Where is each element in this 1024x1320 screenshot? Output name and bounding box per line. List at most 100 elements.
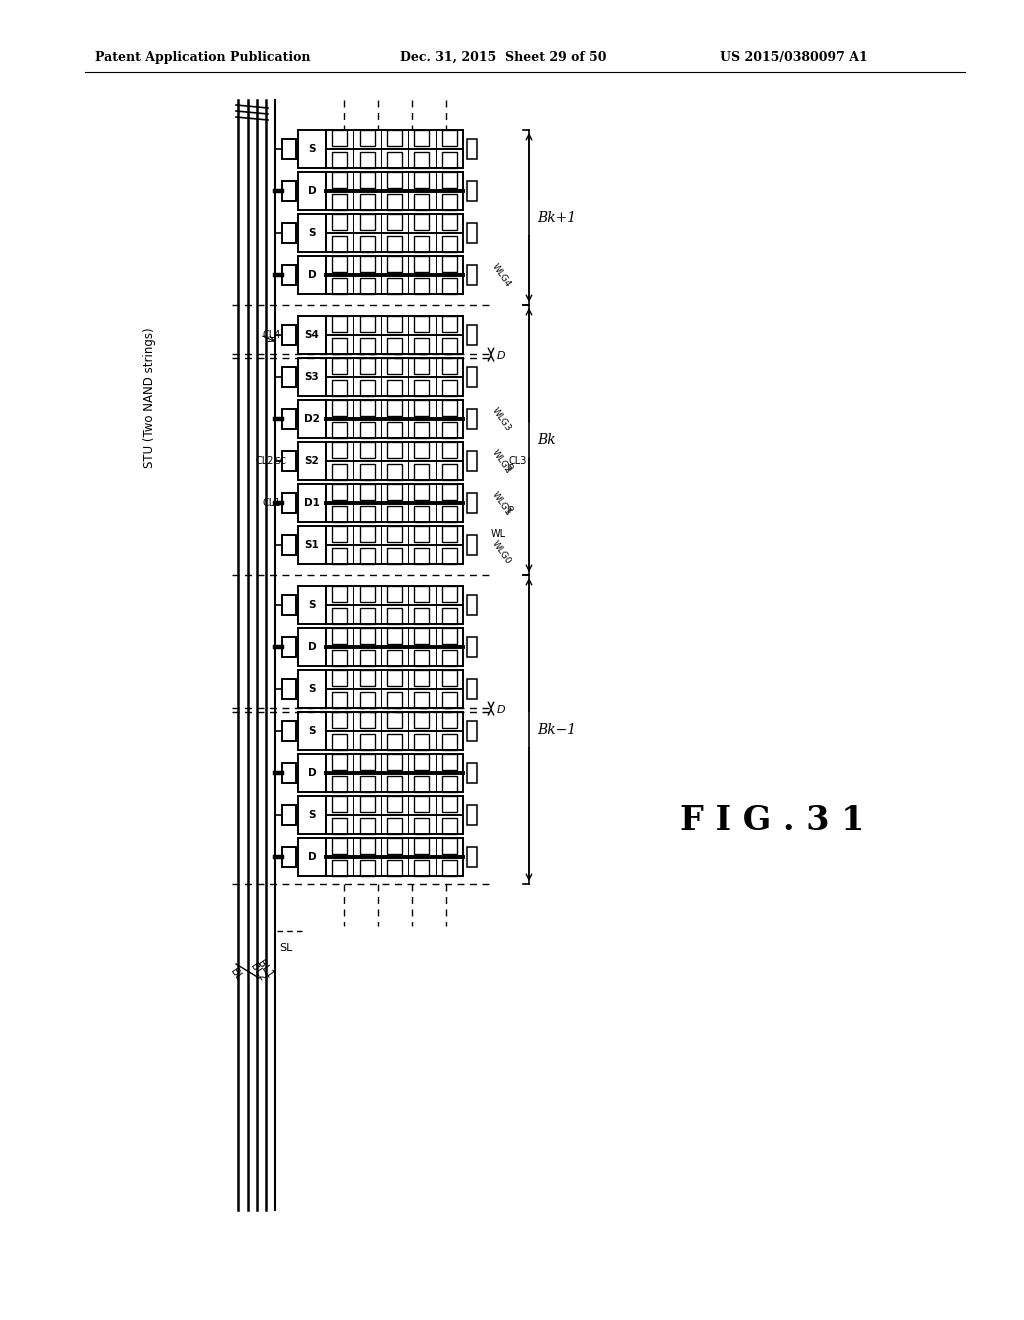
Bar bbox=[332, 507, 347, 521]
Bar bbox=[387, 861, 402, 876]
Text: S: S bbox=[308, 726, 315, 737]
Bar bbox=[387, 442, 402, 458]
Bar bbox=[441, 358, 457, 374]
Text: S: S bbox=[308, 144, 315, 154]
Bar bbox=[387, 214, 402, 230]
Bar bbox=[415, 152, 429, 168]
Bar bbox=[387, 380, 402, 396]
Bar bbox=[359, 507, 375, 521]
Bar bbox=[298, 129, 326, 168]
Bar bbox=[441, 671, 457, 685]
Bar bbox=[298, 711, 326, 750]
Bar bbox=[415, 754, 429, 770]
Text: Bk: Bk bbox=[537, 433, 556, 447]
Bar bbox=[467, 535, 477, 556]
Text: Dec. 31, 2015  Sheet 29 of 50: Dec. 31, 2015 Sheet 29 of 50 bbox=[400, 50, 606, 63]
Bar bbox=[359, 422, 375, 438]
Bar bbox=[415, 315, 429, 331]
Bar bbox=[467, 492, 477, 513]
Bar bbox=[332, 609, 347, 624]
Bar bbox=[332, 256, 347, 272]
Bar bbox=[282, 846, 296, 867]
Bar bbox=[298, 838, 326, 876]
Bar bbox=[467, 264, 477, 285]
Bar bbox=[415, 861, 429, 876]
Bar bbox=[415, 507, 429, 521]
Bar bbox=[415, 693, 429, 708]
Bar bbox=[282, 409, 296, 429]
Bar bbox=[441, 152, 457, 168]
Bar bbox=[359, 525, 375, 541]
Bar bbox=[441, 609, 457, 624]
Bar bbox=[387, 279, 402, 294]
Bar bbox=[387, 194, 402, 210]
Bar bbox=[441, 861, 457, 876]
Bar bbox=[359, 838, 375, 854]
Bar bbox=[298, 754, 326, 792]
Bar bbox=[387, 507, 402, 521]
Bar bbox=[387, 315, 402, 331]
Bar bbox=[441, 465, 457, 480]
Bar bbox=[441, 315, 457, 331]
Bar bbox=[332, 214, 347, 230]
Text: S: S bbox=[308, 684, 315, 694]
Bar bbox=[359, 651, 375, 667]
Bar bbox=[359, 818, 375, 834]
Bar bbox=[332, 129, 347, 145]
Text: S2: S2 bbox=[304, 455, 319, 466]
Bar bbox=[441, 236, 457, 252]
Text: D: D bbox=[497, 705, 506, 715]
Bar bbox=[359, 754, 375, 770]
Bar bbox=[387, 796, 402, 812]
Text: S: S bbox=[308, 810, 315, 820]
Text: S4: S4 bbox=[304, 330, 319, 341]
Bar bbox=[415, 628, 429, 644]
Bar bbox=[332, 671, 347, 685]
Bar bbox=[415, 465, 429, 480]
Bar bbox=[415, 442, 429, 458]
Bar bbox=[441, 214, 457, 230]
Bar bbox=[359, 861, 375, 876]
Bar bbox=[359, 400, 375, 416]
Bar bbox=[332, 734, 347, 750]
Bar bbox=[441, 380, 457, 396]
Bar bbox=[441, 507, 457, 521]
Text: D: D bbox=[307, 768, 316, 777]
Bar bbox=[415, 525, 429, 541]
Bar bbox=[332, 776, 347, 792]
Bar bbox=[359, 548, 375, 564]
Bar bbox=[359, 214, 375, 230]
Bar bbox=[282, 367, 296, 388]
Bar bbox=[387, 818, 402, 834]
Bar bbox=[441, 754, 457, 770]
Text: STU (Two NAND strings): STU (Two NAND strings) bbox=[143, 327, 157, 469]
Bar bbox=[332, 796, 347, 812]
Bar bbox=[332, 586, 347, 602]
Bar bbox=[282, 139, 296, 160]
Bar bbox=[415, 609, 429, 624]
Text: Patent Application Publication: Patent Application Publication bbox=[95, 50, 310, 63]
Bar bbox=[387, 671, 402, 685]
Bar bbox=[387, 586, 402, 602]
Text: BL1: BL1 bbox=[255, 958, 274, 979]
Bar bbox=[387, 152, 402, 168]
Bar bbox=[359, 693, 375, 708]
Bar bbox=[467, 181, 477, 202]
Bar bbox=[467, 409, 477, 429]
Bar bbox=[387, 628, 402, 644]
Bar bbox=[282, 492, 296, 513]
Bar bbox=[298, 628, 326, 667]
Bar bbox=[467, 636, 477, 657]
Bar bbox=[359, 172, 375, 187]
Bar bbox=[467, 805, 477, 825]
Text: CL1: CL1 bbox=[263, 498, 282, 508]
Bar bbox=[441, 338, 457, 354]
Bar bbox=[332, 754, 347, 770]
Bar bbox=[359, 236, 375, 252]
Bar bbox=[332, 315, 347, 331]
Bar bbox=[415, 256, 429, 272]
Bar bbox=[359, 711, 375, 727]
Bar bbox=[298, 586, 326, 624]
Bar bbox=[441, 525, 457, 541]
Bar bbox=[332, 380, 347, 396]
